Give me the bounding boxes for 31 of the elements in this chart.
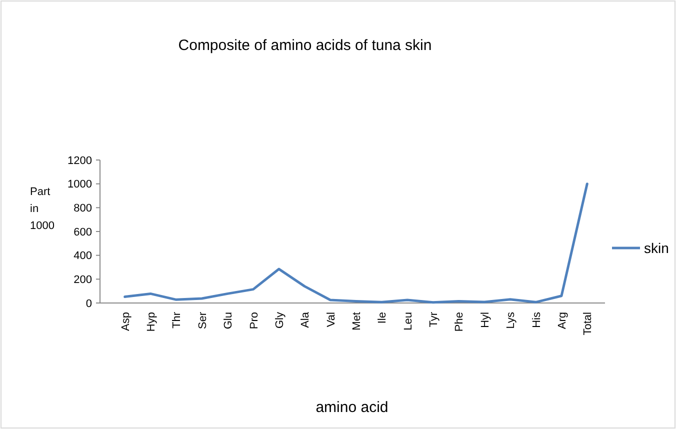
legend-label: skin [644,240,669,256]
x-tick-label: His [530,312,543,328]
x-tick-label: Phe [454,312,466,332]
y-tick-label: 600 [74,226,92,238]
x-tick-label: Leu [402,312,414,330]
x-tick-label: Ile [376,312,389,324]
x-tick-label: Total [582,312,594,336]
x-tick-label: Val [325,312,338,328]
x-tick-label: Gly [274,312,286,328]
x-axis-title: amino acid [316,399,388,416]
x-tick-label: Asp [120,312,132,331]
y-tick-label: 0 [86,298,92,310]
x-tick-label: Ala [300,311,312,328]
x-tick-label: Hyl [479,312,492,328]
y-tick-label: 1200 [68,154,92,167]
x-tick-label: Thr [171,312,184,328]
x-tick-label: Tyr [428,312,440,328]
line-series [124,182,588,304]
x-tick-label: Arg [556,312,568,330]
y-axis-title: Part in 1000 [30,186,54,232]
y-tick-label: 400 [74,250,92,262]
chart-title: Composite of amino acids of tuna skin [178,37,432,54]
y-tick-label: 200 [74,274,92,286]
x-tick-label: Met [351,312,363,330]
y-tick-label: 1000 [68,178,92,191]
x-tick-label: Hyp [146,312,158,332]
x-tick-label: Pro [248,312,260,330]
x-tick-label: Glu [222,312,235,330]
y-tick-label: 800 [74,202,92,215]
x-tick-label: Ser [196,312,209,330]
x-tick-label: Lys [505,312,518,329]
